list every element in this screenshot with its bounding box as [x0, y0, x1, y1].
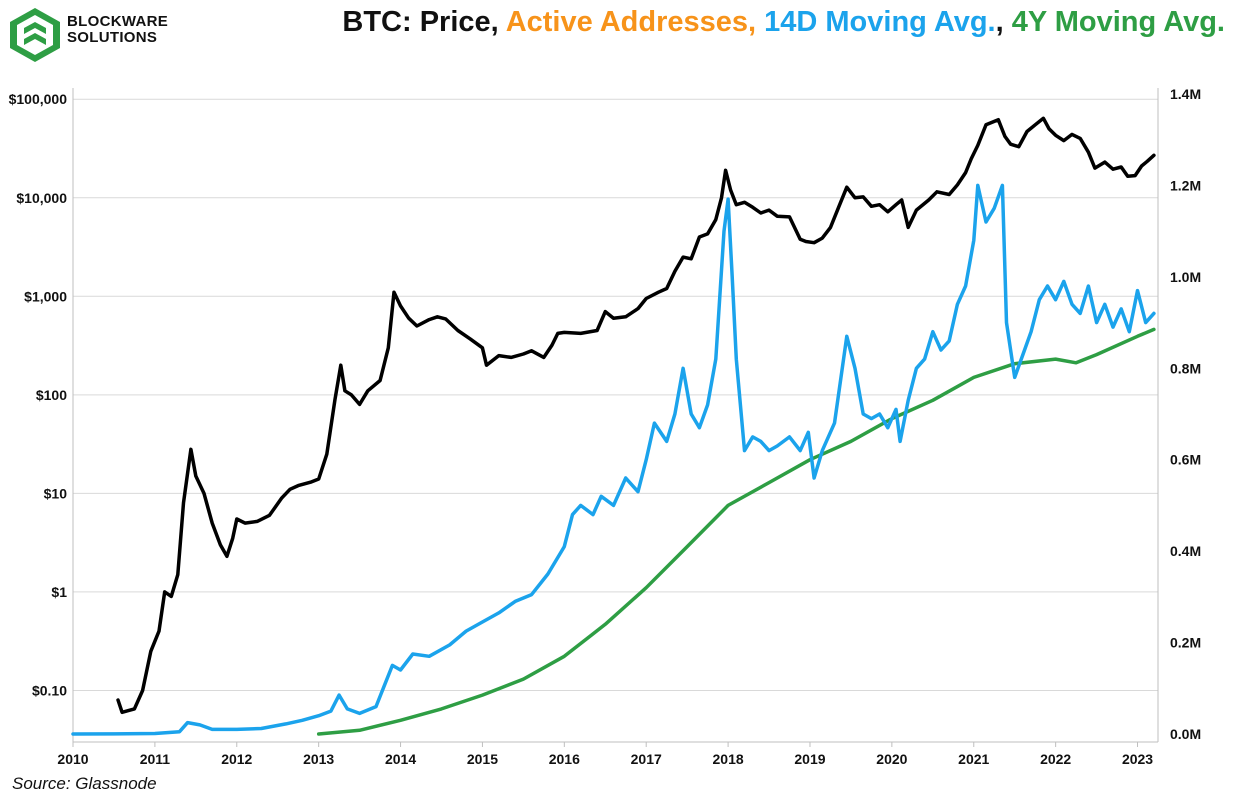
x-tick-label: 2013: [303, 751, 334, 767]
y-right-tick-label: 1.2M: [1170, 177, 1201, 193]
y-right-tick-label: 0.4M: [1170, 543, 1201, 559]
tick-labels: $100,000 $10,000 $1,000 $100 $10 $1 $0.10 1.4M 1…: [9, 86, 1202, 767]
ma14-line: [71, 183, 1156, 736]
title-sep: ,: [995, 6, 1012, 38]
title-price: BTC: Price,: [342, 6, 506, 38]
x-tick-label: 2022: [1040, 751, 1071, 767]
title-4y: 4Y Moving Avg.: [1011, 6, 1225, 38]
brand-logo: [6, 6, 166, 64]
x-tick-label: 2019: [794, 751, 825, 767]
y-right-tick-label: 1.4M: [1170, 86, 1201, 102]
chart-title: BTC: Price, Active Addresses, 14D Moving…: [342, 6, 1225, 39]
x-tick-label: 2021: [958, 751, 989, 767]
y-left-tick-label: $0.10: [32, 682, 67, 698]
y-right-tick-label: 0.6M: [1170, 452, 1201, 468]
ma4y-line: [316, 327, 1156, 736]
y-left-tick-label: $1: [51, 584, 67, 600]
price-line: [116, 116, 1156, 715]
title-14d: 14D Moving Avg.: [764, 6, 996, 38]
x-tick-label: 2014: [385, 751, 416, 767]
y-right-tick-label: 0.0M: [1170, 726, 1201, 742]
y-left-tick-label: $1,000: [24, 288, 67, 304]
series-lines: [71, 116, 1156, 736]
y-right-tick-label: 0.8M: [1170, 360, 1201, 376]
title-active-addresses: Active Addresses,: [505, 6, 765, 38]
x-tick-label: 2016: [549, 751, 580, 767]
x-tick-label: 2015: [467, 751, 498, 767]
x-tick-label: 2017: [631, 751, 662, 767]
y-left-tick-label: $100,000: [9, 91, 68, 107]
axes: [72, 88, 1159, 747]
brand-logo-icon: [10, 8, 60, 62]
y-left-tick-label: $100: [36, 387, 67, 403]
y-right-tick-label: 1.0M: [1170, 269, 1201, 285]
source-note: Source: Glassnode: [12, 774, 157, 793]
brand-line1: BLOCKWARE: [67, 13, 169, 30]
x-tick-label: 2011: [140, 751, 171, 767]
brand-name: BLOCKWARE SOLUTIONS: [67, 14, 168, 46]
gridlines: [73, 98, 1158, 691]
x-tick-label: 2012: [221, 751, 252, 767]
x-tick-label: 2010: [57, 751, 88, 767]
x-tick-label: 2023: [1122, 751, 1153, 767]
y-right-tick-label: 0.2M: [1170, 635, 1201, 651]
brand-line2: SOLUTIONS: [67, 29, 158, 46]
y-left-tick-label: $10: [44, 485, 68, 501]
x-tick-label: 2018: [713, 751, 744, 767]
x-tick-label: 2020: [876, 751, 907, 767]
y-left-tick-label: $10,000: [16, 190, 67, 206]
